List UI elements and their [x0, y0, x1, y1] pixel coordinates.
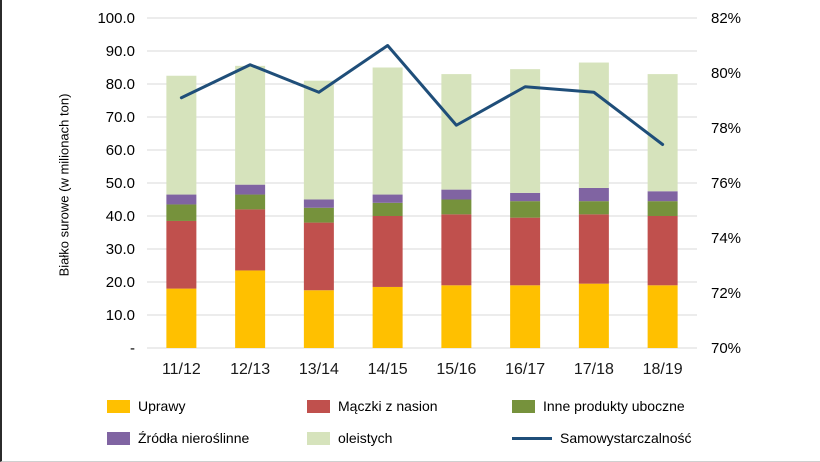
bar-segment [235, 194, 266, 210]
y-axis-label: Białko surowe (w milionach ton) [56, 93, 72, 277]
right-axis-tick-label: 70% [711, 340, 741, 357]
legend-item: Źródła nieroślinne [107, 430, 307, 446]
legend-color-swatch [512, 399, 535, 413]
bar-segment [510, 201, 541, 218]
bar-segment [578, 187, 609, 202]
bar-segment [303, 222, 334, 291]
right-axis-tick-label: 78% [711, 120, 741, 137]
legend-color-swatch [107, 431, 130, 445]
legend-label: oleistych [338, 430, 393, 446]
x-category-label: 16/17 [505, 361, 545, 378]
right-axis-tick-label: 72% [711, 285, 741, 302]
legend-item: Samowystarczalność [512, 430, 762, 446]
legend-color-swatch [107, 399, 130, 413]
bar-segment [166, 204, 197, 221]
bar-segment [647, 74, 678, 192]
left-axis-tick-label: - [130, 340, 135, 357]
bar-segment [166, 288, 197, 348]
legend-line-swatch [512, 436, 552, 440]
trend-line-samowystarczalnosc [179, 44, 665, 146]
bar-segment [303, 199, 334, 208]
x-category-label: 11/12 [162, 361, 201, 378]
bar-segment [510, 192, 541, 202]
left-axis-tick-label: 90.0 [106, 43, 135, 60]
left-axis-tick-label: 80.0 [106, 76, 135, 93]
chart-legend: Uprawy Mączki z nasion Inne produkty ubocz… [107, 398, 762, 446]
bar-segment [441, 199, 472, 215]
legend-item: Uprawy [107, 398, 307, 414]
x-category-label: 17/18 [574, 361, 614, 378]
left-axis-tick-label: 60.0 [106, 142, 135, 159]
bar-segment [166, 220, 197, 289]
bar-segment [372, 286, 403, 348]
bar-segment [441, 189, 472, 200]
right-axis-tick-label: 74% [711, 230, 741, 247]
bar-segment [303, 207, 334, 223]
x-category-label: 14/15 [368, 361, 408, 378]
bar-segment [510, 285, 541, 348]
right-axis-tick-label: 80% [711, 65, 741, 82]
bar-segment [578, 283, 609, 348]
bar-segment [235, 184, 266, 195]
right-axis-tick-label: 82% [711, 10, 741, 27]
bar-segment [235, 209, 266, 271]
legend-item: oleistych [307, 430, 512, 446]
bar-segment [441, 74, 472, 190]
legend-color-swatch [307, 399, 330, 413]
bar-segment [510, 69, 541, 193]
legend-label: Źródła nieroślinne [138, 430, 250, 446]
legend-label: Uprawy [138, 398, 186, 414]
bar-segment [578, 214, 609, 284]
left-axis-tick-label: 50.0 [106, 175, 135, 192]
left-axis-tick-label: 40.0 [106, 208, 135, 225]
bar-segment [647, 201, 678, 216]
left-axis-tick-label: 70.0 [106, 109, 135, 126]
bar-segment [647, 216, 678, 286]
bar-segment [372, 67, 403, 195]
bar-segment [441, 214, 472, 286]
bar-segment [166, 75, 197, 195]
bar-segment [510, 217, 541, 286]
x-category-label: 12/13 [230, 361, 270, 378]
x-category-label: 13/14 [299, 361, 339, 378]
bar-segment [578, 201, 609, 215]
bar-segment [372, 216, 403, 287]
right-axis-tick-label: 76% [711, 175, 741, 192]
bar-segment [578, 62, 609, 188]
bar-segment [235, 65, 266, 185]
x-category-label: 18/19 [643, 361, 683, 378]
legend-label: Mączki z nasion [338, 398, 438, 414]
legend-label: Inne produkty uboczne [543, 398, 685, 414]
x-category-label: 15/16 [436, 361, 476, 378]
bar-segment [303, 80, 334, 200]
bar-segment [166, 194, 197, 205]
bar-segment [647, 285, 678, 348]
left-axis-tick-label: 20.0 [106, 274, 135, 291]
bar-segment [303, 290, 334, 348]
legend-color-swatch [307, 431, 330, 445]
bar-segment [372, 194, 403, 203]
bar-segment [441, 285, 472, 348]
left-axis-tick-label: 10.0 [106, 307, 135, 324]
bar-segment [372, 202, 403, 216]
legend-label: Samowystarczalność [560, 430, 692, 446]
stacked-bar-line-chart: 100.0 90.0 80.0 70.0 60.0 50.0 40.0 30.0 20.0 10.… [97, 10, 741, 378]
left-axis-tick-label: 30.0 [106, 241, 135, 258]
bar-segment [647, 191, 678, 202]
legend-item: Inne produkty uboczne [512, 398, 762, 414]
legend-item: Mączki z nasion [307, 398, 512, 414]
left-axis-tick-label: 100.0 [97, 10, 135, 27]
bar-segment [235, 270, 266, 348]
